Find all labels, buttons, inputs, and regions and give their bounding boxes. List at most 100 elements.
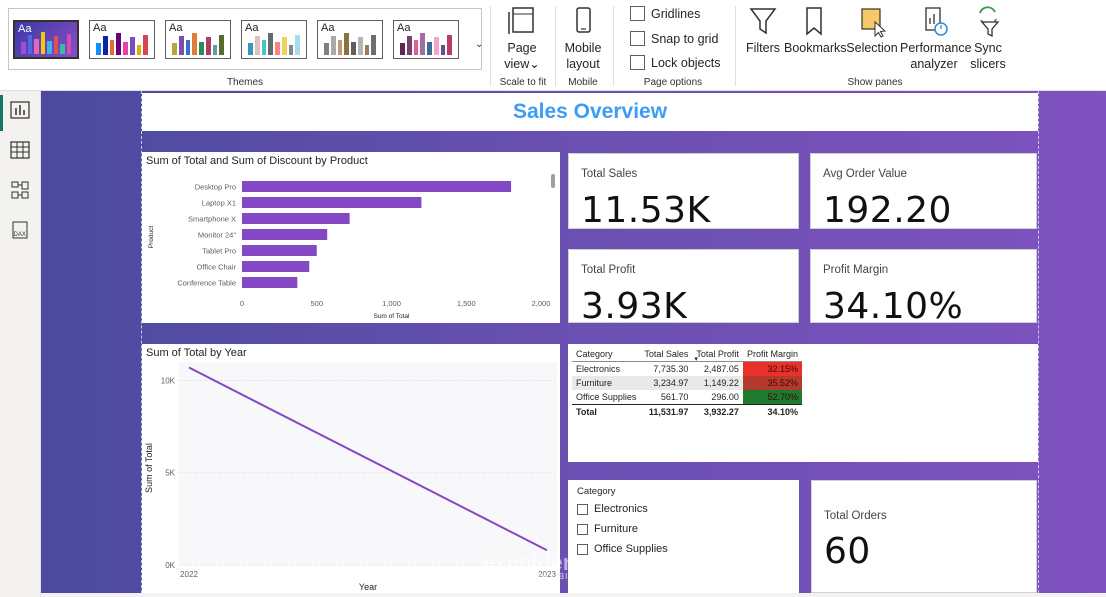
matrix-header-total-profit[interactable]: Total Profit ▾ [692,347,743,363]
theme-color-swatch [248,42,253,55]
matrix-header-total-sales[interactable]: Total Sales [644,349,689,359]
bar-category-label: Conference Table [177,279,236,288]
profit-margin-value: 34.10% [823,286,964,327]
table-row: Office Supplies 561.70 296.00 52.70% [572,390,802,405]
divider [555,6,556,86]
avg-order-value-card[interactable]: Avg Order Value 192.20 [810,153,1037,231]
theme-color-swatch [178,36,184,55]
matrix-header-profit-margin[interactable]: Profit Margin [746,349,798,359]
category-slicer[interactable]: Category Electronics Furniture Office Su… [568,480,799,593]
report-title-box[interactable]: Sales Overview [142,93,1038,131]
slicer-option-furniture[interactable]: Furniture [577,523,790,535]
line-chart-title: Sum of Total by Year [146,347,247,359]
category-matrix-visual[interactable]: Category Total Sales Total Profit ▾ Profi… [568,344,1038,462]
theme-sample-text: Aa [169,22,183,34]
themes-group-label: Themes [226,77,264,88]
selection-label: Selection [846,41,898,55]
themes-dropdown-button[interactable]: ⌄ [475,39,484,50]
line-chart-visual[interactable]: Sum of Total by Year 0K 5K 10K 2022 2023 Year… [142,344,560,593]
mobile-label-1: Mobile [564,41,602,55]
model-view-icon[interactable] [10,181,30,199]
bar [242,229,328,240]
x-tick-label: 1,500 [457,299,476,308]
watermark-text: exceldemy [482,550,595,575]
bar-category-label: Office Chair [197,263,237,272]
matrix-cell-margin: 32.15% [742,361,802,376]
total-sales-card[interactable]: Total Sales 11.53K [568,153,799,231]
bar [242,245,317,256]
sync-slicers-button[interactable]: Sync slicers [968,4,1008,72]
theme-thumbnail[interactable]: Aa [13,20,79,59]
lock-objects-checkbox[interactable]: Lock objects [630,55,720,70]
filters-button[interactable]: Filters [744,4,782,56]
table-view-icon[interactable] [10,141,30,159]
y-axis-title: Product [148,226,155,249]
theme-color-swatch [185,39,191,55]
selection-button[interactable]: Selection [846,4,898,56]
theme-color-swatches [248,33,300,55]
theme-thumbnail[interactable]: Aa [317,20,383,59]
theme-color-swatch [344,33,349,55]
ribbon: Aa Aa Aa Aa Aa Aa ⌄ Themes Page view⌄ Scale t… [0,0,1106,91]
bookmark-icon [806,7,822,36]
selection-cursor-icon [861,8,887,38]
performance-label-1: Performance [900,41,972,55]
matrix-total-profit: 3,932.27 [703,407,739,417]
themes-gallery: Aa Aa Aa Aa Aa Aa ⌄ [8,8,484,70]
theme-color-swatch [268,33,273,55]
profit-margin-card[interactable]: Profit Margin 34.10% [810,249,1037,327]
theme-thumbnail[interactable]: Aa [89,20,155,59]
theme-thumbnail[interactable]: Aa [393,20,459,59]
theme-color-swatch [66,34,71,54]
theme-thumbnail[interactable]: Aa [165,20,231,59]
checkbox-icon [630,31,645,46]
theme-color-swatch [96,42,101,55]
theme-color-swatch [40,32,45,54]
svg-text:DAX: DAX [14,232,26,238]
slicer-option-electronics[interactable]: Electronics [577,503,790,515]
avg-order-label: Avg Order Value [823,168,907,180]
page-view-icon [508,7,534,34]
theme-color-swatch [281,37,287,55]
matrix-cell-category: Electronics [576,364,621,374]
slicer-option-office-supplies[interactable]: Office Supplies [577,543,790,555]
page-view-label-2: view [504,57,530,71]
theme-thumbnail[interactable]: Aa [241,20,307,59]
theme-color-swatches [324,33,376,55]
total-orders-card[interactable]: Total Orders 60 [811,480,1037,593]
snap-to-grid-checkbox[interactable]: Snap to grid [630,31,718,46]
theme-color-swatch [400,42,405,55]
theme-color-swatch [123,41,128,55]
bar-chart-visual[interactable]: Sum of Total and Sum of Discount by Prod… [142,152,560,323]
plot-area [179,362,557,565]
divider [490,6,491,86]
performance-analyzer-button[interactable]: Performance analyzer [900,4,972,72]
sync-slicers-icon [979,6,1000,38]
matrix-header-category[interactable]: Category [576,349,613,359]
mobile-layout-button[interactable]: Mobile layout [561,4,605,72]
total-profit-card[interactable]: Total Profit 3.93K [568,249,799,327]
gridlines-checkbox[interactable]: Gridlines [630,6,700,21]
chart-scrollbar[interactable] [551,174,555,188]
dax-query-view-icon[interactable]: DAX [10,221,30,239]
theme-color-swatch [143,35,148,55]
theme-color-swatch [192,33,197,55]
page-view-button[interactable]: Page view⌄ [500,4,544,72]
mobile-group-label: Mobile [568,77,598,88]
theme-color-swatch [116,33,121,55]
table-row: Electronics 7,735.30 2,487.05 32.15% [572,361,802,376]
report-view-icon[interactable] [10,101,30,119]
x-tick-label: 2023 [538,570,556,579]
checkbox-icon [577,523,588,535]
watermark-subtext: EXCEL · DATA · BI [482,572,569,581]
sort-descending-icon: ▾ [694,356,698,363]
total-orders-label: Total Orders [824,510,887,522]
sync-label-1: Sync [974,41,1002,55]
report-canvas: Sales Overview Sum of Total and Sum of D… [41,91,1106,593]
page-view-label-1: Page [507,41,537,55]
y-tick-label: 0K [165,561,175,570]
bar-category-label: Laptop X1 [202,199,236,208]
divider [735,6,736,86]
bookmarks-button[interactable]: Bookmarks [784,4,847,56]
bar [242,197,422,208]
